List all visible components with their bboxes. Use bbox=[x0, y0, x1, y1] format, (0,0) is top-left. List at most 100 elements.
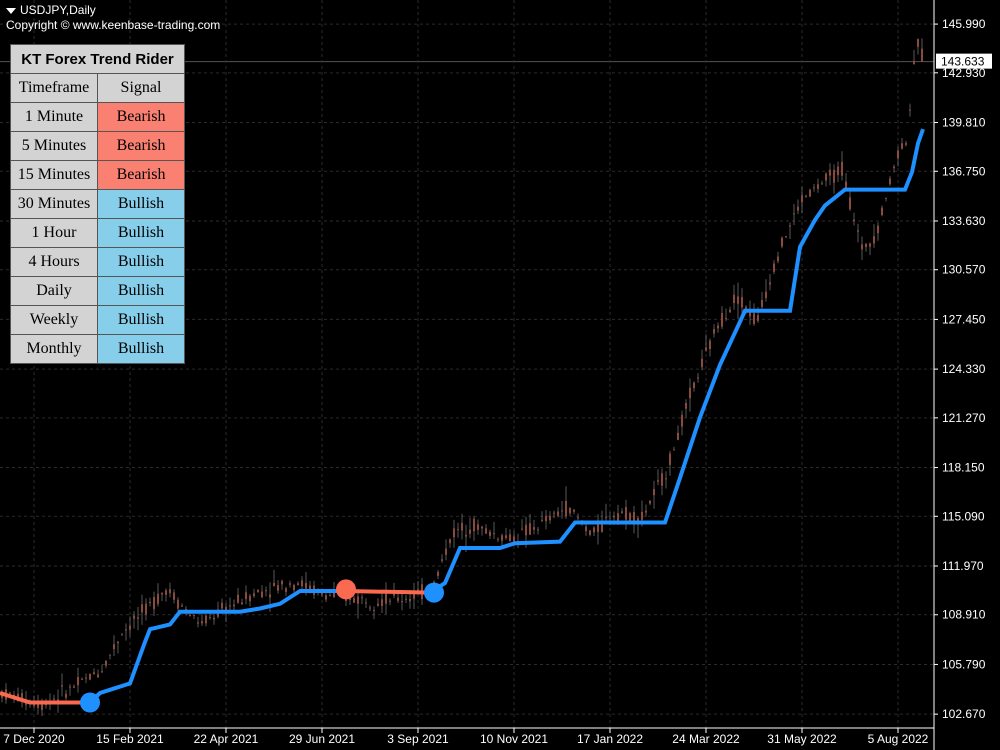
candle-body bbox=[69, 686, 71, 688]
trend-line bbox=[0, 128, 925, 713]
candle-body bbox=[549, 515, 551, 521]
bullish-signal-dot bbox=[424, 582, 444, 603]
candle-body bbox=[857, 230, 859, 232]
candle-body bbox=[497, 538, 499, 540]
candle-body bbox=[649, 500, 651, 504]
candle-body bbox=[85, 677, 87, 679]
dropdown-triangle-icon[interactable] bbox=[6, 7, 16, 14]
candle-body bbox=[725, 317, 727, 319]
candle-body bbox=[841, 161, 843, 176]
candle-body bbox=[369, 607, 371, 609]
time-tick-label: 22 Apr 2021 bbox=[194, 732, 259, 746]
candle-body bbox=[117, 641, 119, 644]
candle-body bbox=[917, 39, 919, 47]
bearish-line bbox=[344, 589, 431, 595]
candle-body bbox=[381, 599, 383, 606]
candle-body bbox=[565, 500, 567, 517]
candle-body bbox=[237, 594, 239, 603]
bullish-line bbox=[88, 589, 345, 704]
signal-row: 5 Minutes Bearish bbox=[10, 131, 185, 161]
signal-row: 4 Hours Bullish bbox=[10, 247, 185, 277]
panel-title: KT Forex Trend Rider bbox=[10, 44, 185, 74]
candle-body bbox=[357, 596, 359, 604]
candle-body bbox=[233, 604, 235, 607]
signal-cell: Bullish bbox=[97, 218, 185, 248]
candle-body bbox=[413, 594, 415, 599]
candle-body bbox=[489, 531, 491, 536]
candle-body bbox=[149, 601, 151, 603]
candle-body bbox=[161, 592, 163, 595]
candle-body bbox=[837, 166, 839, 176]
candle-body bbox=[733, 294, 735, 303]
candle-body bbox=[65, 693, 67, 698]
candle-body bbox=[905, 143, 907, 145]
price-tick-label: 133.630 bbox=[942, 214, 986, 228]
candle-body bbox=[281, 580, 283, 585]
candle-body bbox=[749, 310, 751, 317]
candle-body bbox=[465, 534, 467, 537]
candle-body bbox=[209, 617, 211, 619]
candle-body bbox=[701, 358, 703, 368]
candle-body bbox=[265, 590, 267, 592]
timeframe-cell: 30 Minutes bbox=[10, 189, 98, 219]
candle-body bbox=[241, 602, 243, 605]
candle-body bbox=[661, 473, 663, 486]
candle-body bbox=[193, 615, 195, 617]
timeframe-cell: Daily bbox=[10, 276, 98, 306]
candle-body bbox=[501, 535, 503, 541]
candle-body bbox=[505, 535, 507, 539]
candle-body bbox=[33, 703, 35, 707]
time-axis: 7 Dec 2020 15 Feb 2021 22 Apr 2021 29 Jun 2… bbox=[0, 727, 934, 746]
candle-body bbox=[37, 703, 39, 708]
candle-body bbox=[477, 524, 479, 530]
candle-body bbox=[201, 621, 203, 624]
signal-row: 1 Minute Bearish bbox=[10, 102, 185, 132]
candle-body bbox=[685, 403, 687, 409]
candle-body bbox=[25, 702, 27, 705]
candle-body bbox=[793, 213, 795, 215]
bearish-signal-dot bbox=[336, 579, 356, 600]
candle-body bbox=[221, 602, 223, 609]
candle-body bbox=[601, 520, 603, 532]
price-tick-label: 130.570 bbox=[942, 263, 986, 277]
candle-body bbox=[865, 243, 867, 248]
symbol-title[interactable]: USDJPY,Daily bbox=[6, 3, 96, 17]
candle-body bbox=[881, 207, 883, 216]
signal-cell: Bullish bbox=[97, 247, 185, 277]
current-price-label: 143.633 bbox=[941, 55, 985, 69]
signal-row: Monthly Bullish bbox=[10, 334, 185, 364]
signal-panel: KT Forex Trend Rider Timeframe Signal 1 … bbox=[10, 44, 185, 364]
candle-body bbox=[921, 48, 923, 62]
candle-body bbox=[577, 517, 579, 519]
price-tick-label: 127.450 bbox=[942, 312, 986, 326]
candle-body bbox=[525, 524, 527, 536]
candle-body bbox=[9, 692, 11, 694]
candle-body bbox=[869, 243, 871, 247]
candle-body bbox=[797, 206, 799, 211]
price-tick-label: 124.330 bbox=[942, 362, 986, 376]
candle-body bbox=[293, 585, 295, 591]
candle-body bbox=[769, 282, 771, 285]
time-tick-label: 7 Dec 2020 bbox=[3, 732, 65, 746]
candle-body bbox=[321, 592, 323, 595]
signal-row: Weekly Bullish bbox=[10, 305, 185, 335]
copyright-text: Copyright © www.keenbase-trading.com bbox=[6, 18, 221, 32]
candle-body bbox=[709, 340, 711, 349]
candle-body bbox=[273, 582, 275, 587]
time-tick-label: 29 Jun 2021 bbox=[289, 732, 355, 746]
candle-body bbox=[109, 654, 111, 656]
bullish-signal-dot bbox=[80, 692, 100, 713]
candle-body bbox=[333, 592, 335, 597]
candle-body bbox=[269, 594, 271, 598]
candle-body bbox=[305, 582, 307, 589]
candle-body bbox=[229, 605, 231, 607]
candle-body bbox=[249, 595, 251, 602]
candle-body bbox=[569, 507, 571, 514]
candle-body bbox=[361, 597, 363, 599]
candle-body bbox=[329, 595, 331, 597]
candle-body bbox=[845, 181, 847, 190]
candle-body bbox=[93, 672, 95, 674]
candle-body bbox=[145, 603, 147, 615]
candle-body bbox=[653, 489, 655, 496]
candle-body bbox=[873, 236, 875, 244]
